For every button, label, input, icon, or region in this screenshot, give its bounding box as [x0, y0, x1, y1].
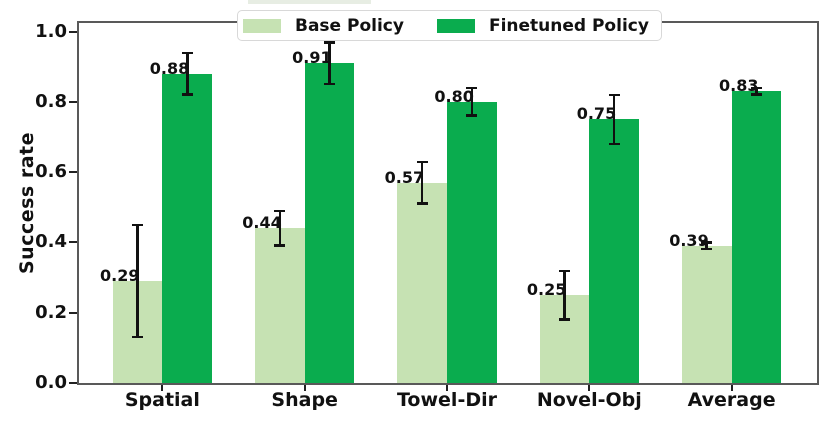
bar-value-label: 0.25: [526, 280, 567, 300]
y-tick-label: 0.4: [35, 231, 67, 253]
x-tick-mark: [730, 385, 733, 391]
bar-value-label: 0.44: [242, 213, 282, 233]
error-bar-cap-top: [466, 86, 478, 90]
error-bar: [755, 87, 758, 95]
decorative-strip: [248, 0, 371, 4]
bar-value-label: 0.83: [719, 76, 759, 96]
legend-swatch-base-policy: [243, 18, 281, 33]
y-tick-mark: [69, 100, 77, 103]
error-bar: [328, 42, 331, 85]
x-tick-label: Spatial: [124, 389, 200, 411]
bar-value-label: 0.75: [576, 104, 617, 124]
bar-finetuned-policy-novel-obj: [589, 119, 640, 383]
legend-label-finetuned-policy: Finetuned Policy: [488, 15, 649, 36]
y-tick-label: 0.0: [35, 372, 67, 393]
error-bar-cap-bottom: [701, 247, 713, 251]
x-tick-label: Average: [687, 389, 776, 411]
legend-label-base-policy: Base Policy: [295, 15, 404, 36]
y-tick-mark: [69, 171, 77, 174]
axis-spine-left: [77, 21, 79, 385]
error-bar: [470, 87, 474, 116]
bar-base-policy-towel-dir: [397, 182, 447, 383]
x-tick-label: Novel-Obj: [536, 389, 642, 411]
error-bar-cap-top: [701, 241, 713, 244]
error-bar: [612, 94, 616, 144]
bar-finetuned-policy-towel-dir: [447, 101, 497, 383]
bar-value-label: 0.29: [99, 266, 140, 286]
error-bar: [278, 210, 282, 246]
y-tick-label: 0.2: [35, 301, 67, 323]
error-bar: [420, 161, 424, 204]
error-bar-cap-bottom: [558, 318, 570, 321]
error-bar-cap-top: [131, 223, 143, 227]
y-tick-mark: [69, 382, 77, 384]
bar-finetuned-policy-shape: [304, 63, 355, 383]
y-tick-mark: [69, 241, 77, 244]
bar-base-policy-shape: [254, 228, 305, 383]
bar-value-label: 0.91: [292, 48, 332, 68]
error-bar-cap-bottom: [608, 142, 620, 145]
x-tick-mark: [588, 385, 591, 391]
error-bar: [186, 52, 189, 95]
axis-spine-right: [817, 21, 819, 385]
y-tick-mark: [69, 30, 77, 33]
x-tick-mark: [446, 385, 448, 391]
x-tick-label: Shape: [271, 389, 338, 411]
error-bar-cap-top: [751, 86, 763, 90]
error-bar-cap-top: [324, 41, 336, 44]
bar-value-label: 0.80: [434, 86, 474, 106]
y-tick-label: 1.0: [35, 20, 67, 42]
x-tick-mark: [161, 385, 164, 391]
error-bar-cap-bottom: [324, 82, 336, 86]
bar-base-policy-average: [681, 245, 732, 383]
error-bar-cap-bottom: [751, 93, 763, 96]
x-tick-label: Towel-Dir: [397, 389, 497, 411]
bar-value-label: 0.39: [669, 230, 709, 250]
bar-finetuned-policy-average: [731, 91, 782, 383]
error-bar-cap-top: [608, 93, 620, 97]
y-tick-mark: [69, 311, 77, 314]
error-bar-cap-top: [558, 269, 570, 273]
bar-value-label: 0.88: [149, 58, 190, 78]
y-tick-label: 0.6: [35, 161, 67, 183]
bar-value-label: 0.57: [384, 167, 425, 187]
legend-swatch-finetuned-policy: [436, 18, 475, 33]
error-bar-cap-bottom: [466, 114, 478, 117]
error-bar: [705, 242, 708, 250]
bar-finetuned-policy-spatial: [162, 73, 213, 383]
error-bar-cap-top: [274, 209, 286, 213]
x-tick-mark: [303, 385, 306, 391]
error-bar-cap-bottom: [181, 93, 193, 96]
y-tick-label: 0.8: [35, 90, 67, 112]
error-bar-cap-top: [181, 51, 193, 55]
error-bar-cap-bottom: [131, 335, 143, 339]
error-bar-cap-top: [416, 160, 428, 164]
error-bar: [136, 224, 139, 338]
axis-spine-bottom: [77, 383, 819, 385]
error-bar: [563, 270, 566, 320]
legend: Base Policy Finetuned Policy: [237, 10, 662, 41]
error-bar-cap-bottom: [416, 202, 428, 205]
error-bar-cap-bottom: [274, 244, 286, 247]
